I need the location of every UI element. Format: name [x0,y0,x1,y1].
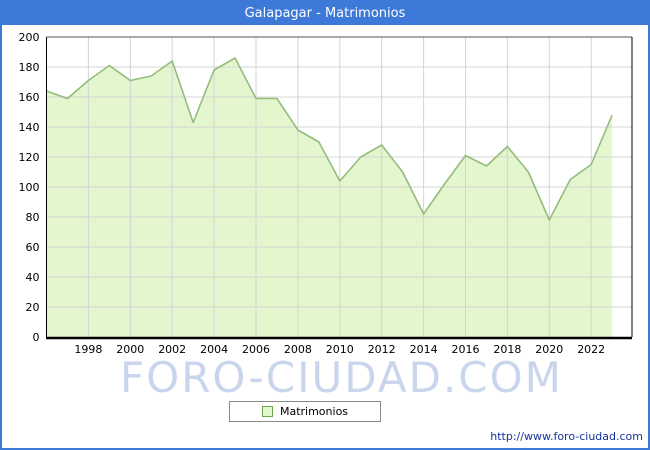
chart-title: Galapagar - Matrimonios [244,6,406,21]
x-tick-label: 1998 [74,343,102,356]
y-tick-label: 160 [19,91,40,104]
y-tick-label: 40 [26,271,40,284]
x-tick-label: 2018 [493,343,521,356]
x-tick-label: 2016 [452,343,480,356]
y-tick-label: 180 [19,61,40,74]
y-tick-label: 140 [19,121,40,134]
legend-swatch-icon [261,406,273,417]
legend: Matrimonios [229,401,381,422]
y-tick-label: 0 [33,331,40,344]
footer-link[interactable]: http://www.foro-ciudad.com [490,430,643,443]
x-tick-label: 2012 [368,343,396,356]
x-tick-label: 2010 [326,343,354,356]
x-tick-label: 2022 [577,343,605,356]
y-tick-label: 60 [26,241,40,254]
y-tick-label: 80 [26,211,40,224]
x-tick-label: 2020 [535,343,563,356]
area-chart: 0 20 40 60 80 100 120 140 160 180 200 1998 2000 2002 2… [19,31,633,356]
y-tick-label: 200 [19,31,40,44]
x-tick-label: 2002 [158,343,186,356]
series-line [46,57,613,221]
y-tick-label: 20 [26,301,40,314]
x-tick-label: 2000 [116,343,144,356]
series-area-fill [46,58,613,337]
x-tick-label: 2008 [284,343,312,356]
x-tick-label: 2014 [410,343,438,356]
x-tick-label: 2006 [242,343,270,356]
y-tick-label: 120 [19,151,40,164]
x-tick-label: 2004 [200,343,228,356]
plot-area: 0 20 40 60 80 100 120 140 160 180 200 1998 2000 2002 2… [2,25,648,448]
y-tick-label: 100 [19,181,40,194]
chart-title-bar: Galapagar - Matrimonios [2,2,648,25]
legend-label: Matrimonios [279,405,349,418]
